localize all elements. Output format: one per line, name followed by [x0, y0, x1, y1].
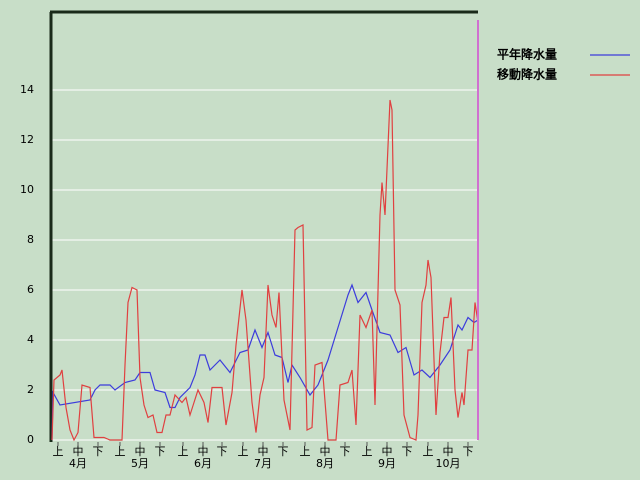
x-tick-label: 中: [443, 445, 454, 458]
x-tick-label: 下: [155, 445, 166, 458]
y-tick-label: 4: [27, 333, 34, 346]
month-label: 7月: [254, 457, 272, 470]
month-label: 8月: [316, 457, 334, 470]
legend-label: 移動降水量: [497, 67, 557, 82]
month-label: 4月: [69, 457, 87, 470]
x-tick-label: 中: [382, 445, 393, 458]
x-tick-label: 下: [463, 445, 474, 458]
month-label: 6月: [194, 457, 212, 470]
x-tick-label: 下: [217, 445, 228, 458]
series-line: [51, 283, 479, 441]
y-tick-label: 6: [27, 283, 34, 296]
y-tick-label: 10: [20, 183, 34, 196]
x-tick-label: 下: [340, 445, 351, 458]
x-tick-label: 中: [135, 445, 146, 458]
x-tick-label: 上: [53, 445, 64, 458]
x-tick-label: 中: [198, 445, 209, 458]
x-tick-label: 下: [402, 445, 413, 458]
y-tick-label: 2: [27, 383, 34, 396]
x-tick-label: 下: [93, 445, 104, 458]
legend-label: 平年降水量: [497, 47, 557, 62]
month-label: 5月: [131, 457, 149, 470]
x-tick-label: 中: [320, 445, 331, 458]
y-tick-label: 14: [20, 83, 34, 96]
y-tick-label: 0: [27, 433, 34, 446]
x-tick-label: 下: [278, 445, 289, 458]
x-tick-label: 上: [362, 445, 373, 458]
month-label: 10月: [436, 457, 461, 470]
x-tick-label: 上: [300, 445, 311, 458]
series-line: [51, 99, 479, 442]
x-tick-label: 上: [238, 445, 249, 458]
y-tick-label: 12: [20, 133, 34, 146]
x-tick-label: 中: [73, 445, 84, 458]
month-label: 9月: [378, 457, 396, 470]
x-tick-label: 上: [178, 445, 189, 458]
x-tick-label: 上: [423, 445, 434, 458]
y-tick-label: 8: [27, 233, 34, 246]
x-tick-label: 上: [115, 445, 126, 458]
x-tick-label: 中: [258, 445, 269, 458]
